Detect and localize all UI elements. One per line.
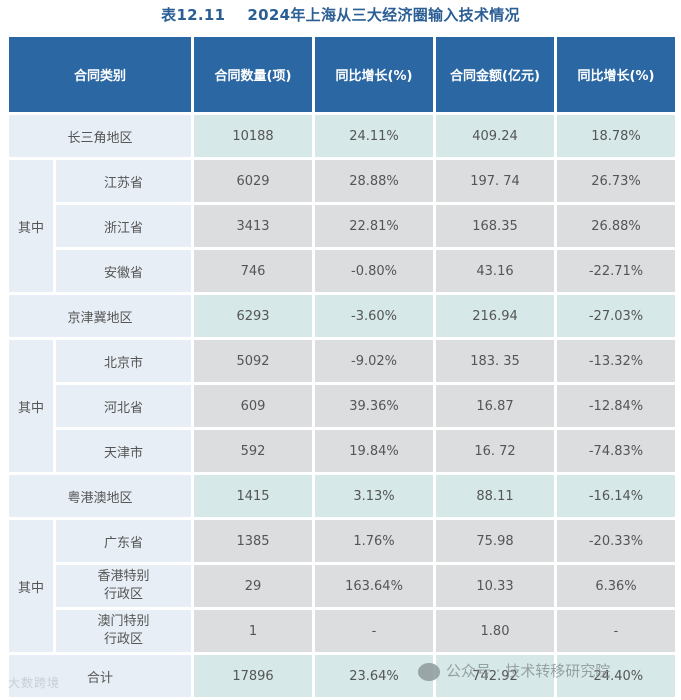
province-name: 河北省	[56, 385, 191, 427]
amount-growth-cell: -16.14%	[557, 475, 675, 517]
province-name-line2: 行政区	[103, 632, 143, 647]
watermark-right: 公众号 · 技术转移研究院	[418, 660, 610, 681]
count-cell: 10188	[194, 115, 312, 157]
amount-cell: 742.92	[436, 655, 554, 697]
amount-growth-cell: 18.78%	[557, 115, 675, 157]
qizhong-label: 其中	[9, 160, 53, 292]
count-growth-cell: -3.60%	[315, 295, 433, 337]
amount-cell: 43.16	[436, 250, 554, 292]
count-cell: 6029	[194, 160, 312, 202]
table-row: 其中 北京市 5092 -9.02% 183. 35 -13.32%	[9, 340, 675, 472]
amount-cell: 75.98	[436, 520, 554, 562]
amount-cell: 10.33	[436, 565, 554, 607]
province-name-line2: 行政区	[103, 587, 143, 602]
table-row: 其中 广东省 1385 1.76% 75.98 -20.33%	[9, 520, 675, 652]
table-row: 河北省 609 39.36% 16.87 -12.84%	[9, 385, 675, 427]
province-name-line1: 澳门特别	[97, 614, 150, 629]
count-growth-cell: -0.80%	[315, 250, 433, 292]
table-row-region: 粤港澳地区 1415 3.13% 88.11 -16.14%	[9, 475, 675, 517]
table-row-region: 长三角地区 10188 24.11% 409.24 18.78%	[9, 115, 675, 157]
amount-cell: 183. 35	[436, 340, 554, 382]
province-name-line1: 香港特别	[97, 569, 150, 584]
amount-cell: 88.11	[436, 475, 554, 517]
count-cell: 746	[194, 250, 312, 292]
count-growth-cell: 3.13%	[315, 475, 433, 517]
table-row: 天津市 592 19.84% 16. 72 -74.83%	[9, 430, 675, 472]
amount-cell: 16. 72	[436, 430, 554, 472]
header-count: 合同数量(项)	[194, 37, 312, 112]
count-growth-cell: 24.11%	[315, 115, 433, 157]
wechat-icon	[418, 662, 440, 681]
province-name: 北京市	[56, 340, 191, 382]
amount-growth-cell: -27.03%	[557, 295, 675, 337]
amount-cell: 409.24	[436, 115, 554, 157]
amount-growth-cell: -24.40%	[557, 655, 675, 697]
amount-growth-cell: -13.32%	[557, 340, 675, 382]
province-name: 浙江省	[56, 205, 191, 247]
count-cell: 6293	[194, 295, 312, 337]
count-cell: 1	[194, 610, 312, 652]
region-name: 粤港澳地区	[9, 475, 191, 517]
table-title: 表12.11 2024年上海从三大经济圈输入技术情况	[0, 4, 681, 25]
table-row-region: 京津冀地区 6293 -3.60% 216.94 -27.03%	[9, 295, 675, 337]
table-row: 香港特别 行政区 29 163.64% 10.33 6.36%	[9, 565, 675, 607]
count-cell: 5092	[194, 340, 312, 382]
count-growth-cell: 1.76%	[315, 520, 433, 562]
tech-input-table: 合同类别 合同数量(项) 同比增长(%) 合同金额(亿元) 同比增长(%) 长三…	[6, 34, 678, 700]
amount-growth-cell: 26.88%	[557, 205, 675, 247]
total-label: 合计	[9, 655, 191, 697]
header-amount-growth: 同比增长(%)	[557, 37, 675, 112]
header-category: 合同类别	[9, 37, 191, 112]
province-name: 江苏省	[56, 160, 191, 202]
amount-cell: 168.35	[436, 205, 554, 247]
province-name: 天津市	[56, 430, 191, 472]
table-title-text: 2024年上海从三大经济圈输入技术情况	[247, 6, 520, 24]
amount-cell: 1.80	[436, 610, 554, 652]
province-name: 广东省	[56, 520, 191, 562]
count-cell: 1385	[194, 520, 312, 562]
count-cell: 29	[194, 565, 312, 607]
amount-growth-cell: -	[557, 610, 675, 652]
count-growth-cell: 23.64%	[315, 655, 433, 697]
qizhong-label: 其中	[9, 520, 53, 652]
region-name: 京津冀地区	[9, 295, 191, 337]
amount-cell: 197. 74	[436, 160, 554, 202]
count-cell: 17896	[194, 655, 312, 697]
count-growth-cell: 28.88%	[315, 160, 433, 202]
table-number: 表12.11	[161, 6, 226, 24]
watermark-right-text: 公众号 · 技术转移研究院	[446, 662, 611, 680]
qizhong-label: 其中	[9, 340, 53, 472]
province-name: 香港特别 行政区	[56, 565, 191, 607]
count-growth-cell: -9.02%	[315, 340, 433, 382]
region-name: 长三角地区	[9, 115, 191, 157]
table-row: 安徽省 746 -0.80% 43.16 -22.71%	[9, 250, 675, 292]
province-name: 澳门特别 行政区	[56, 610, 191, 652]
count-growth-cell: -	[315, 610, 433, 652]
province-name: 安徽省	[56, 250, 191, 292]
table-row-total: 合计 17896 23.64% 742.92 -24.40%	[9, 655, 675, 697]
header-row: 合同类别 合同数量(项) 同比增长(%) 合同金额(亿元) 同比增长(%)	[9, 37, 675, 112]
amount-cell: 216.94	[436, 295, 554, 337]
count-growth-cell: 163.64%	[315, 565, 433, 607]
count-growth-cell: 19.84%	[315, 430, 433, 472]
table-row: 浙江省 3413 22.81% 168.35 26.88%	[9, 205, 675, 247]
watermark-left: 大数跨境	[8, 676, 61, 690]
amount-growth-cell: -74.83%	[557, 430, 675, 472]
header-amount: 合同金额(亿元)	[436, 37, 554, 112]
header-count-growth: 同比增长(%)	[315, 37, 433, 112]
amount-growth-cell: -20.33%	[557, 520, 675, 562]
amount-growth-cell: 26.73%	[557, 160, 675, 202]
amount-growth-cell: -22.71%	[557, 250, 675, 292]
count-cell: 609	[194, 385, 312, 427]
amount-growth-cell: -12.84%	[557, 385, 675, 427]
count-growth-cell: 22.81%	[315, 205, 433, 247]
table-row: 澳门特别 行政区 1 - 1.80 -	[9, 610, 675, 652]
count-cell: 3413	[194, 205, 312, 247]
count-growth-cell: 39.36%	[315, 385, 433, 427]
amount-cell: 16.87	[436, 385, 554, 427]
table-row: 其中 江苏省 6029 28.88% 197. 74 26.73%	[9, 160, 675, 292]
count-cell: 1415	[194, 475, 312, 517]
count-cell: 592	[194, 430, 312, 472]
amount-growth-cell: 6.36%	[557, 565, 675, 607]
